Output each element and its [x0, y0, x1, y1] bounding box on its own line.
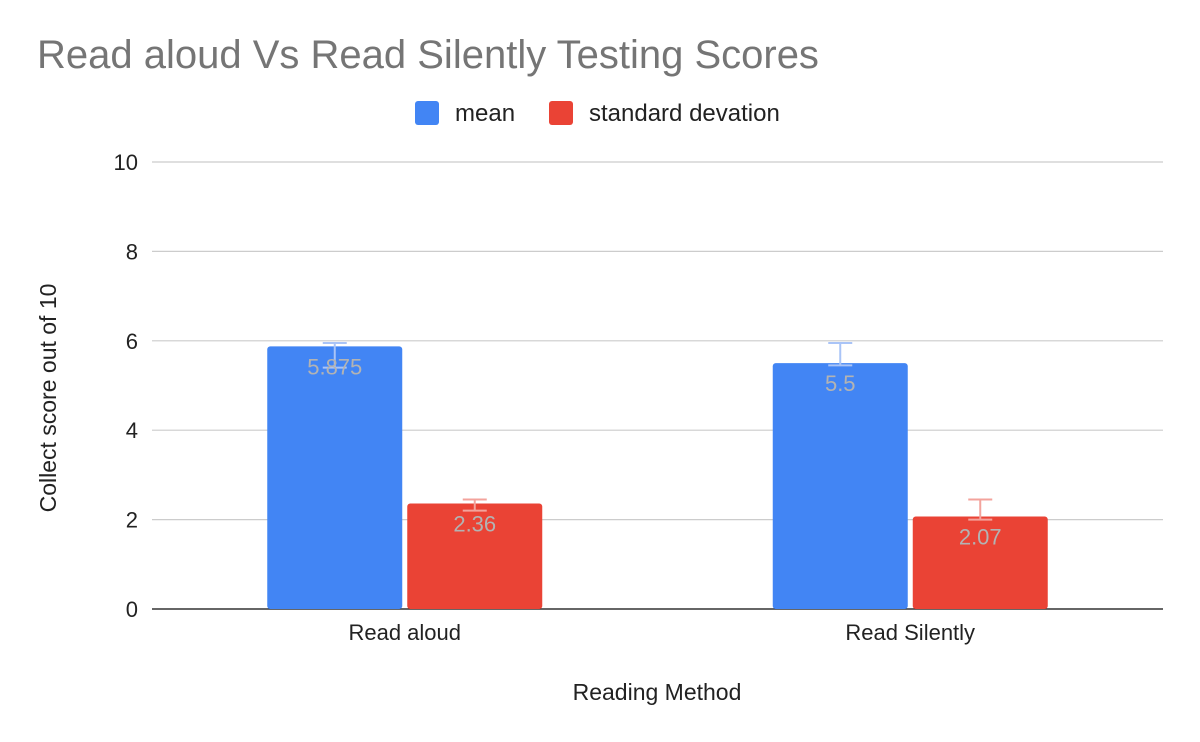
- bar: [267, 346, 403, 609]
- legend-swatch-mean: [415, 101, 439, 125]
- error-bars: [322, 342, 993, 521]
- x-tick-label: Read aloud: [348, 620, 461, 645]
- legend-swatch-standard-devation: [549, 101, 573, 125]
- y-tick-label: 8: [126, 239, 138, 264]
- x-tick-label: Read Silently: [845, 620, 975, 645]
- bar: [772, 363, 908, 609]
- x-axis-tick-labels: Read aloud Read Silently: [348, 620, 975, 645]
- chart-title: Read aloud Vs Read Silently Testing Scor…: [37, 33, 819, 77]
- data-labels: 5.875 2.36 5.5 2.07: [307, 354, 1001, 549]
- y-axis-title: Collect score out of 10: [35, 284, 61, 513]
- bar: [407, 503, 543, 609]
- data-label: 2.07: [959, 524, 1002, 549]
- data-label: 5.5: [825, 371, 856, 396]
- y-tick-label: 10: [114, 150, 138, 175]
- data-label: 2.36: [453, 512, 496, 537]
- y-tick-label: 6: [126, 329, 138, 354]
- y-tick-label: 2: [126, 508, 138, 533]
- data-label: 5.875: [307, 354, 362, 379]
- legend: mean standard devation: [415, 100, 780, 127]
- bar: [912, 516, 1048, 609]
- bars: [267, 346, 1048, 609]
- x-axis-title: Reading Method: [573, 679, 742, 705]
- legend-label-mean: mean: [455, 100, 515, 127]
- legend-label-standard-devation: standard devation: [589, 100, 780, 127]
- y-axis-tick-labels: 0 2 4 6 8 10: [114, 150, 138, 622]
- y-tick-label: 4: [126, 418, 138, 443]
- y-tick-label: 0: [126, 597, 138, 622]
